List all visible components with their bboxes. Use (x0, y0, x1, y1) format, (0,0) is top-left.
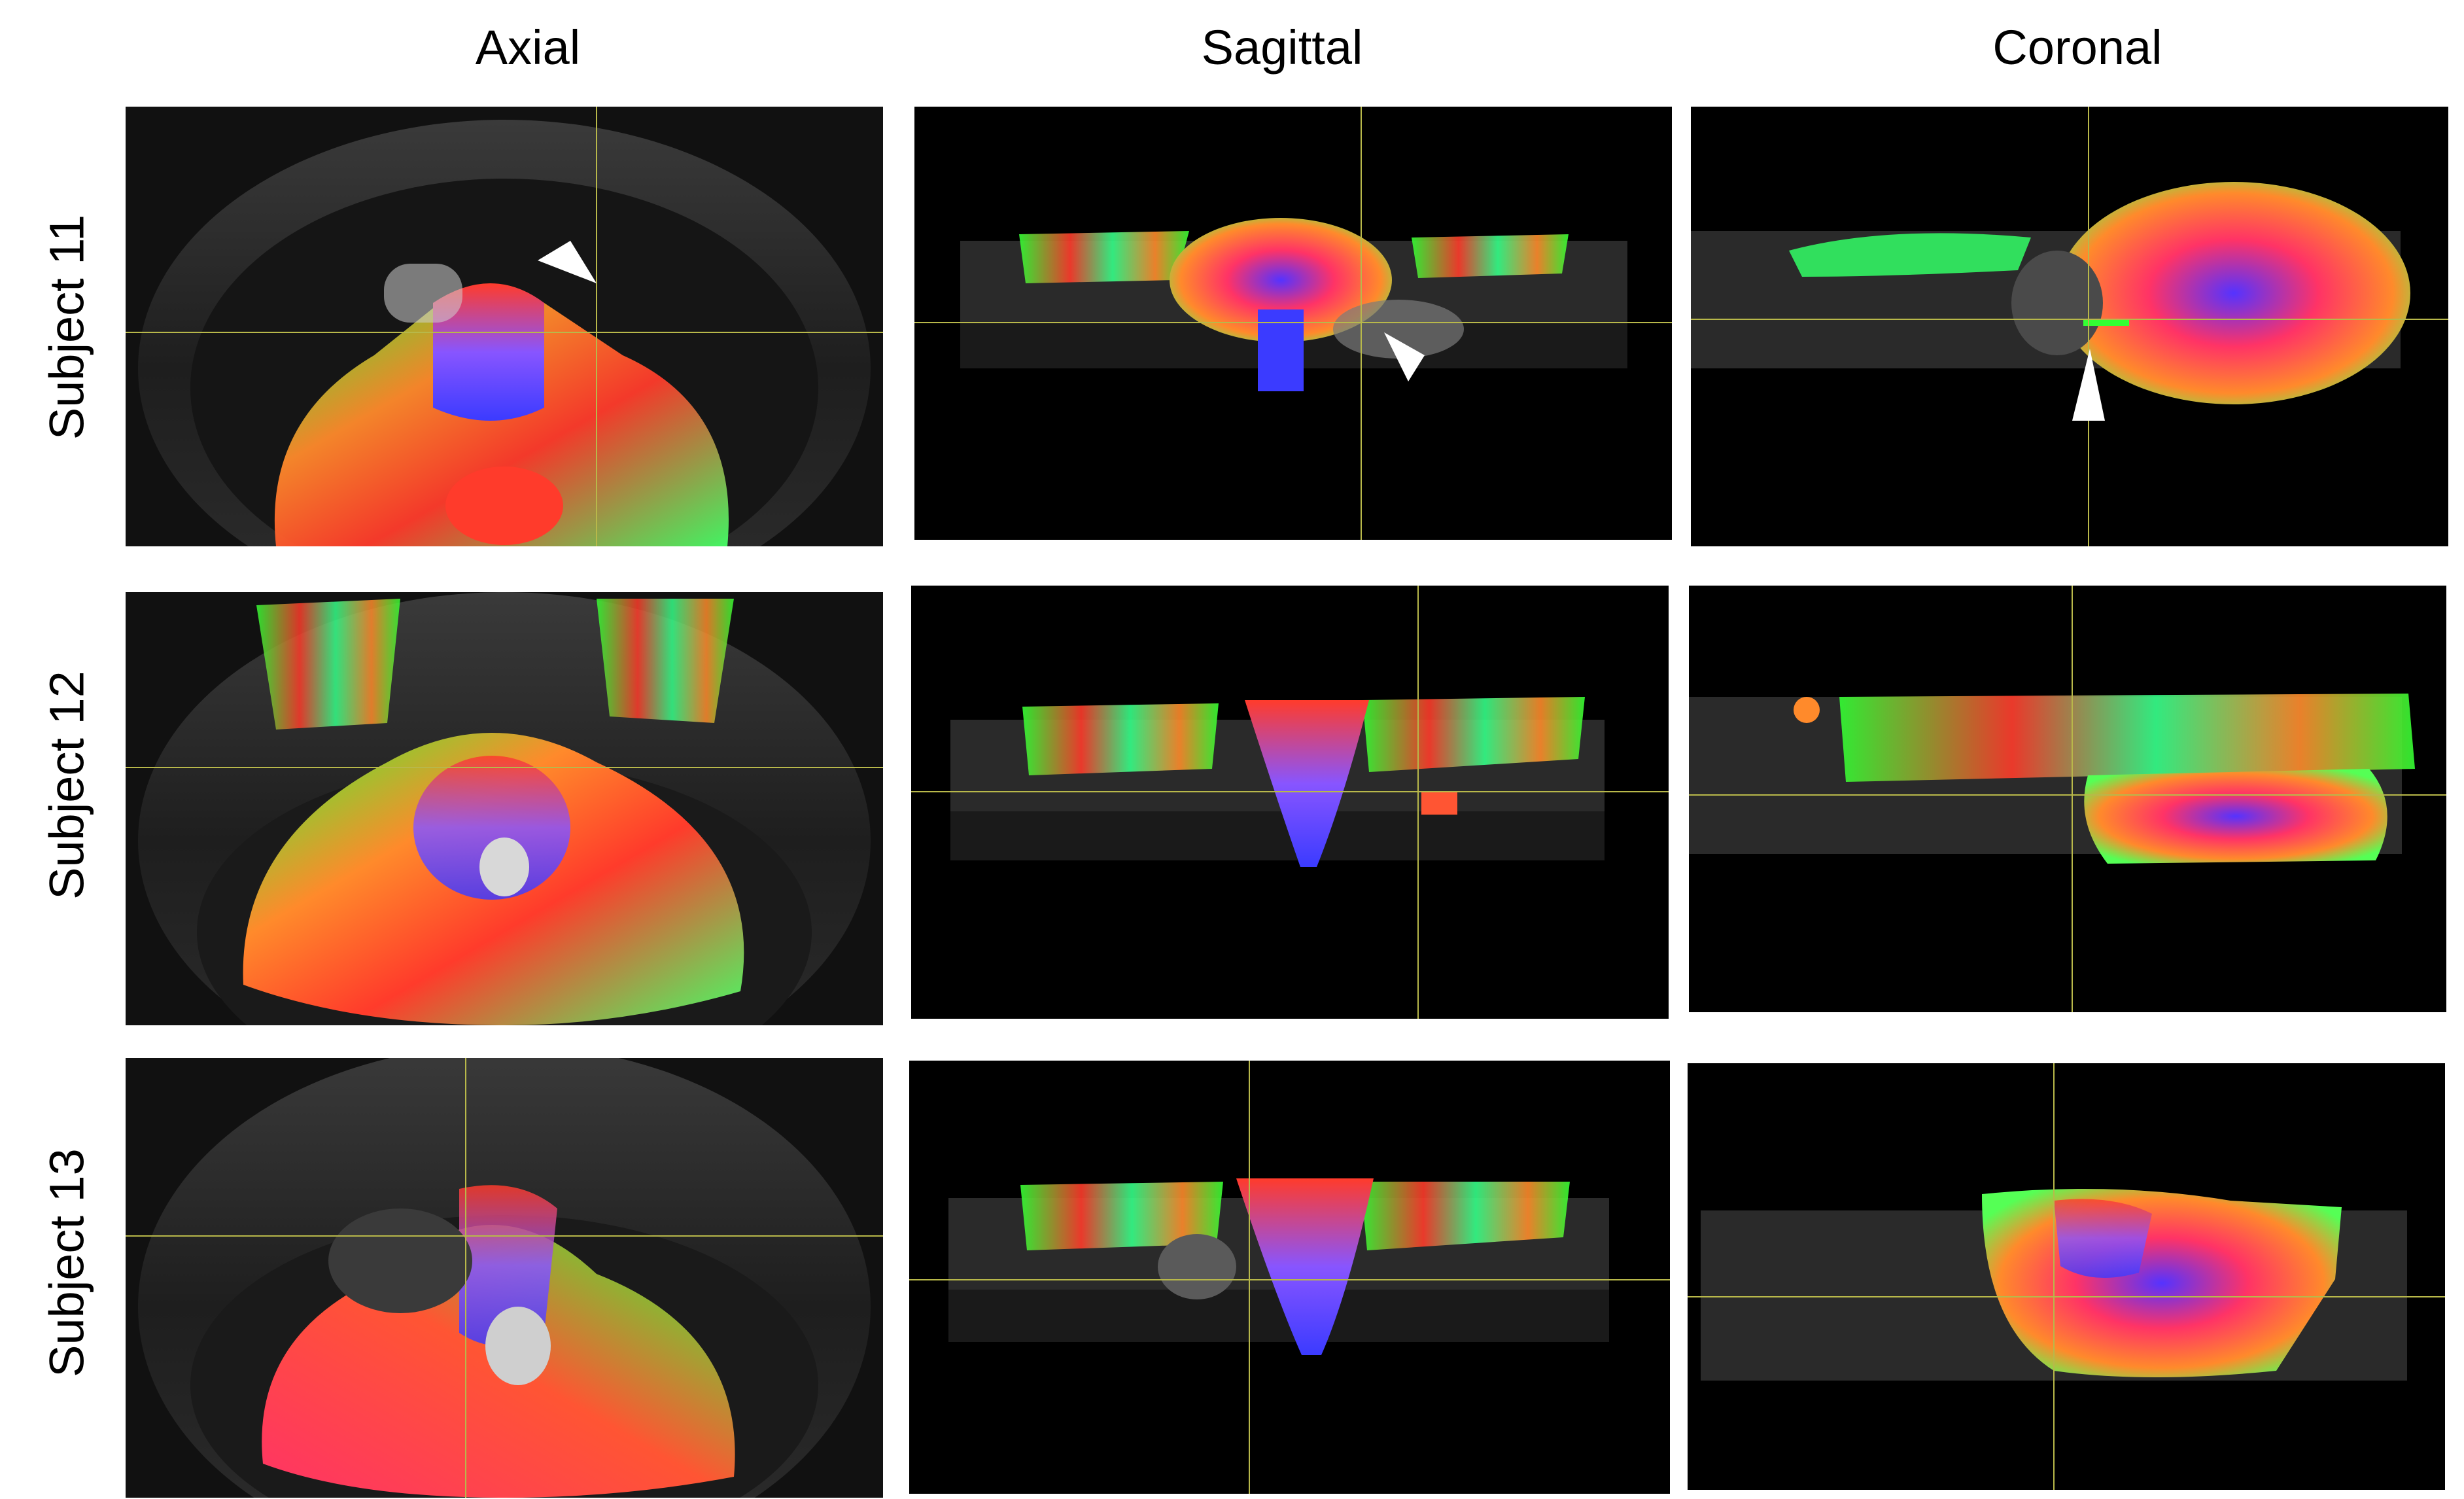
arrowhead-icon (2072, 349, 2105, 421)
column-label-coronal: Coronal (1992, 20, 2162, 75)
panel-s13-sagittal (909, 1061, 1670, 1494)
coronal-slice-image (1689, 586, 2446, 1012)
panel-s11-sagittal (914, 107, 1672, 540)
sagittal-slice-image (911, 586, 1669, 1019)
sagittal-slice-image (909, 1061, 1670, 1494)
column-label-axial: Axial (475, 20, 581, 75)
row-label-subject-13: Subject 13 (39, 1148, 94, 1377)
sagittal-slice-image (914, 107, 1672, 540)
panel-s11-axial (126, 107, 883, 546)
panel-s11-coronal (1691, 107, 2448, 546)
panel-s13-axial (126, 1058, 883, 1498)
arrowhead-icon (538, 241, 597, 283)
coronal-slice-image (1688, 1063, 2445, 1490)
row-label-subject-11: Subject 11 (39, 214, 94, 440)
arrowhead-icon (1384, 332, 1425, 381)
row-label-subject-12: Subject 12 (39, 671, 94, 900)
panel-s12-axial (126, 592, 883, 1025)
coronal-slice-image (1691, 107, 2448, 546)
panel-s13-coronal (1688, 1063, 2445, 1490)
axial-slice-image (126, 592, 883, 1025)
axial-slice-image (126, 1058, 883, 1498)
panel-s12-coronal (1689, 586, 2446, 1012)
panel-s12-sagittal (911, 586, 1669, 1019)
axial-slice-image (126, 107, 883, 546)
column-label-sagittal: Sagittal (1201, 20, 1363, 75)
